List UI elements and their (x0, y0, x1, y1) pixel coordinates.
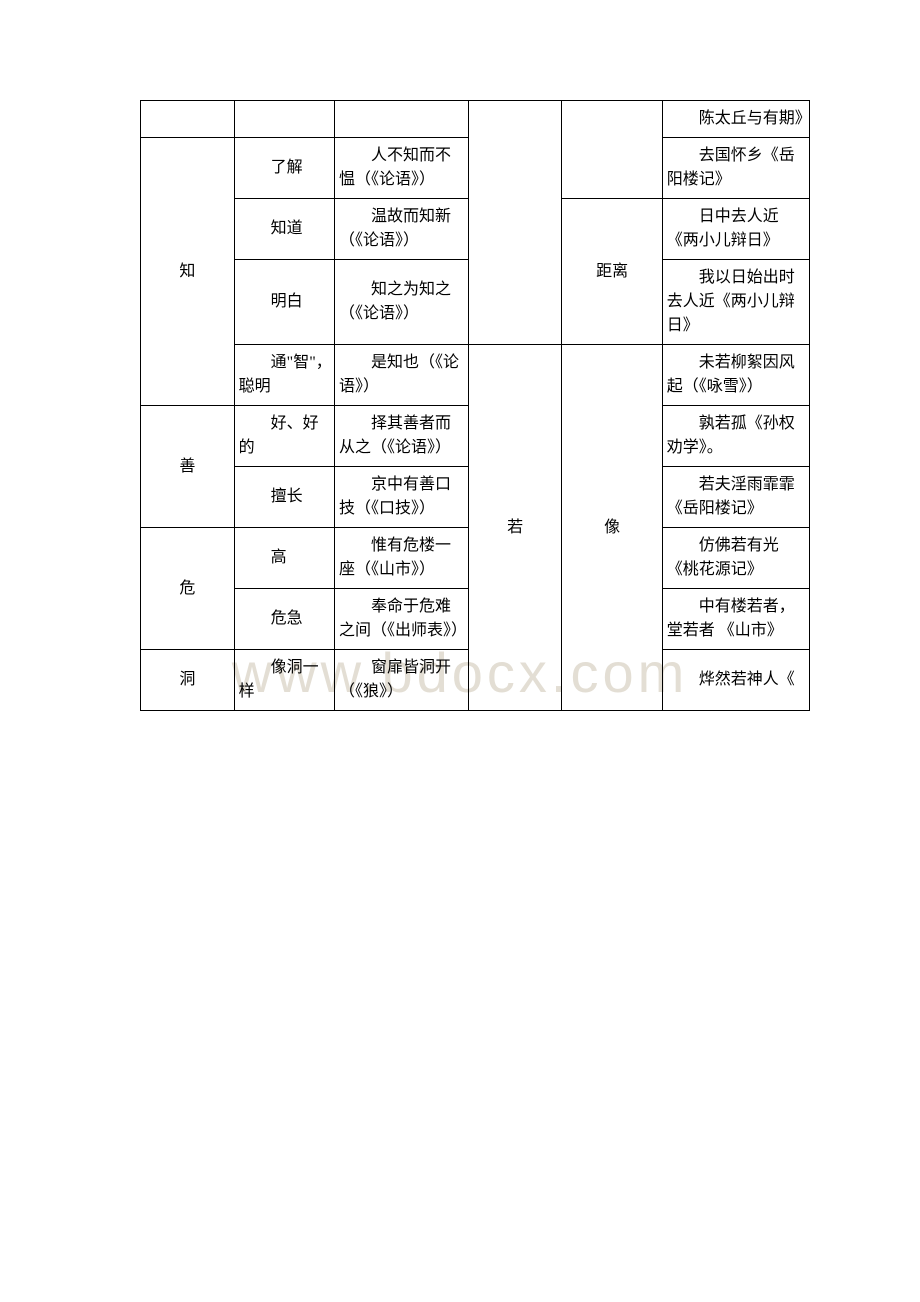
cell-example: 京中有善口技（《口技》） (335, 467, 469, 528)
cell-meaning (562, 101, 662, 199)
cell-char: 危 (141, 528, 235, 650)
cell-char: 若 (468, 345, 562, 711)
cell-example: 惟有危楼一座（《山市》） (335, 528, 469, 589)
cell-example: 陈太丘与有期》 (662, 101, 809, 138)
cell-example: 窗扉皆洞开（《狼》） (335, 650, 469, 711)
cell-meaning: 高 (234, 528, 334, 589)
cell-example (335, 101, 469, 138)
cell-meaning: 了解 (234, 138, 334, 199)
cell-example: 是知也（《论语》） (335, 345, 469, 406)
cell-example: 仿佛若有光《桃花源记》 (662, 528, 809, 589)
cell-char (468, 101, 562, 345)
cell-meaning: 危急 (234, 589, 334, 650)
cell-meaning: 通"智"，聪明 (234, 345, 334, 406)
cell-meaning: 知道 (234, 199, 334, 260)
cell-example: 择其善者而从之（《论语》） (335, 406, 469, 467)
cell-example: 温故而知新（《论语》） (335, 199, 469, 260)
cell-example: 未若柳絮因风起（《咏雪》） (662, 345, 809, 406)
cell-example: 人不知而不愠（《论语》） (335, 138, 469, 199)
table-row: 通"智"，聪明 是知也（《论语》） 若 像 未若柳絮因风起（《咏雪》） (141, 345, 810, 406)
cell-char: 洞 (141, 650, 235, 711)
cell-example: 奉命于危难之间（《出师表》） (335, 589, 469, 650)
cell-example: 孰若孤《孙权劝学》。 (662, 406, 809, 467)
cell-meaning: 像 (562, 345, 662, 711)
cell-example: 若夫淫雨霏霏《岳阳楼记》 (662, 467, 809, 528)
cell-example: 日中去人近《两小儿辩日》 (662, 199, 809, 260)
cell-example: 我以日始出时去人近《两小儿辩日》 (662, 260, 809, 345)
cell-meaning: 像洞一样 (234, 650, 334, 711)
cell-example: 中有楼若者，堂若者 《山市》 (662, 589, 809, 650)
cell-char: 知 (141, 138, 235, 406)
cell-meaning: 好、好的 (234, 406, 334, 467)
cell-example: 烨然若神人《 (662, 650, 809, 711)
cell-example: 知之为知之（《论语》） (335, 260, 469, 345)
cell-char (141, 101, 235, 138)
cell-meaning: 明白 (234, 260, 334, 345)
table-row: 陈太丘与有期》 (141, 101, 810, 138)
cell-example: 去国怀乡《岳阳楼记》 (662, 138, 809, 199)
cell-meaning: 距离 (562, 199, 662, 345)
cell-char: 善 (141, 406, 235, 528)
cell-meaning (234, 101, 334, 138)
vocabulary-table: 陈太丘与有期》 知 了解 人不知而不愠（《论语》） 去国怀乡《岳阳楼记》 知道 … (140, 100, 810, 711)
document-page: 陈太丘与有期》 知 了解 人不知而不愠（《论语》） 去国怀乡《岳阳楼记》 知道 … (0, 0, 920, 811)
cell-meaning: 擅长 (234, 467, 334, 528)
